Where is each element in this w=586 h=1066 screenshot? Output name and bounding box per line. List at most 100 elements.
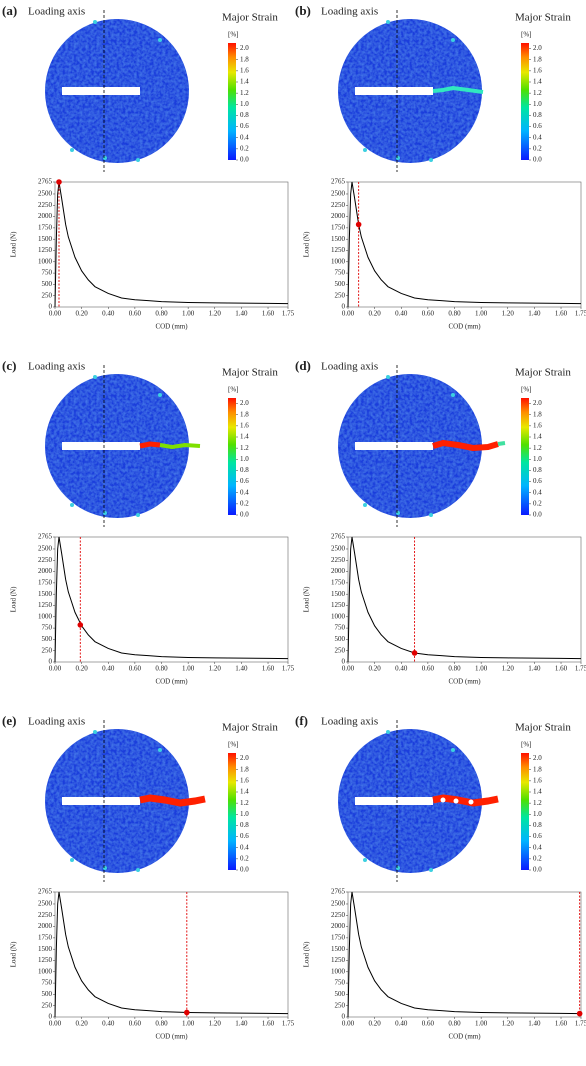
y-tick-label: 1250	[38, 601, 53, 609]
panel: (e) Loading axis Major Strain[%]0.00.20.40…	[2, 713, 295, 1041]
colorbar-tick-label: 1.4	[240, 78, 249, 86]
panel-label: (a)	[2, 3, 17, 18]
y-tick-label: 2500	[331, 190, 346, 198]
x-tick-label: 0.40	[102, 1020, 115, 1028]
crack	[432, 86, 484, 94]
y-tick-label: 1500	[331, 235, 346, 243]
x-tick-label: 0.80	[155, 310, 168, 318]
legend-title: Major Strain	[222, 722, 278, 734]
colorbar-tick-label: 1.8	[240, 410, 249, 418]
x-tick-label: 0.00	[342, 665, 355, 673]
x-tick-label: 0.60	[129, 310, 142, 318]
y-tick-label: 1000	[331, 257, 346, 265]
x-tick-label: 0.00	[342, 310, 355, 318]
y-tick-label: 2765	[331, 178, 346, 186]
panel-label: (b)	[295, 3, 311, 18]
y-tick-label: 2500	[38, 545, 53, 553]
x-axis-label: COD (mm)	[448, 323, 481, 331]
x-tick-label: 1.20	[209, 1020, 222, 1028]
colorbar-tick-label: 1.6	[240, 66, 249, 74]
colorbar-tick-label: 0.2	[533, 144, 542, 152]
y-tick-label: 2250	[331, 556, 346, 564]
crack	[139, 794, 206, 807]
y-tick-label: 1750	[38, 223, 53, 231]
crack	[139, 441, 161, 449]
x-tick-label: 1.40	[235, 665, 248, 673]
x-tick-label: 1.20	[502, 1020, 515, 1028]
y-tick-label: 250	[335, 1001, 346, 1009]
colorbar-tick-label: 0.8	[240, 821, 249, 829]
x-tick-label: 1.00	[475, 310, 488, 318]
x-tick-label: 1.00	[182, 1020, 195, 1028]
colorbar-tick-label: 2.0	[240, 399, 249, 407]
x-tick-label: 0.80	[155, 665, 168, 673]
y-tick-label: 1750	[331, 933, 346, 941]
colorbar-tick-label: 0.8	[533, 111, 542, 119]
x-tick-label: 1.20	[502, 310, 515, 318]
colorbar-tick-label: 1.8	[240, 55, 249, 63]
x-tick-label: 0.20	[369, 1020, 382, 1028]
x-tick-label: 1.20	[209, 310, 222, 318]
y-tick-label: 750	[42, 269, 53, 277]
y-tick-label: 1000	[38, 612, 53, 620]
y-tick-label: 500	[42, 280, 53, 288]
x-tick-label: 0.20	[76, 310, 89, 318]
colorbar-tick-label: 2.0	[533, 44, 542, 52]
colorbar-tick-label: 0.0	[240, 156, 249, 164]
y-tick-label: 250	[42, 1001, 53, 1009]
colorbar-unit: [%]	[521, 31, 532, 39]
x-tick-label: 1.75	[575, 665, 586, 673]
y-tick-label: 2250	[38, 556, 53, 564]
y-axis-label: Load (N)	[303, 586, 311, 613]
colorbar-tick-label: 2.0	[240, 44, 249, 52]
colorbar-tick-label: 1.6	[533, 421, 542, 429]
colorbar	[521, 43, 529, 160]
colorbar-tick-label: 0.0	[240, 866, 249, 874]
notch	[355, 442, 433, 450]
y-tick-label: 250	[42, 291, 53, 299]
y-tick-label: 750	[42, 979, 53, 987]
colorbar-tick-label: 1.4	[240, 433, 249, 441]
y-tick-label: 1250	[38, 956, 53, 964]
strain-spot	[93, 730, 97, 734]
colorbar-tick-label: 1.4	[533, 788, 542, 796]
colorbar-tick-label: 1.0	[533, 810, 542, 818]
y-tick-label: 0	[49, 303, 53, 311]
strain-spot	[158, 393, 162, 397]
colorbar-unit: [%]	[228, 741, 239, 749]
colorbar-tick-label: 1.2	[533, 89, 542, 97]
legend-title: Major Strain	[515, 12, 571, 24]
colorbar-tick-label: 1.2	[240, 444, 249, 452]
notch	[62, 87, 140, 95]
y-axis-label: Load (N)	[10, 586, 18, 613]
crack-gap	[440, 797, 446, 803]
colorbar-tick-label: 2.0	[533, 754, 542, 762]
strain-spot	[136, 513, 140, 517]
colorbar-unit: [%]	[228, 31, 239, 39]
colorbar	[521, 753, 529, 870]
legend-title: Major Strain	[515, 722, 571, 734]
colorbar-tick-label: 0.4	[240, 843, 249, 851]
y-tick-label: 2500	[38, 900, 53, 908]
colorbar-tick-label: 0.4	[533, 133, 542, 141]
legend-title: Major Strain	[222, 12, 278, 24]
x-tick-label: 0.80	[155, 1020, 168, 1028]
strain-spot	[136, 158, 140, 162]
panel: (a) Loading axis Major Strain[%]0.00.20.40…	[2, 3, 295, 331]
y-tick-label: 1500	[38, 590, 53, 598]
y-tick-label: 2000	[38, 567, 53, 575]
colorbar-tick-label: 0.4	[533, 488, 542, 496]
y-tick-label: 2765	[38, 888, 53, 896]
colorbar-tick-label: 0.6	[533, 122, 542, 130]
panel-label: (f)	[295, 713, 308, 728]
colorbar-tick-label: 1.6	[533, 776, 542, 784]
legend-title: Major Strain	[515, 367, 571, 379]
x-axis-label: COD (mm)	[155, 678, 188, 686]
y-tick-label: 750	[42, 624, 53, 632]
panel-label: (d)	[295, 358, 311, 373]
y-tick-label: 1250	[38, 246, 53, 254]
colorbar-tick-label: 1.0	[240, 810, 249, 818]
colorbar	[228, 398, 236, 515]
load-curve	[347, 181, 582, 308]
